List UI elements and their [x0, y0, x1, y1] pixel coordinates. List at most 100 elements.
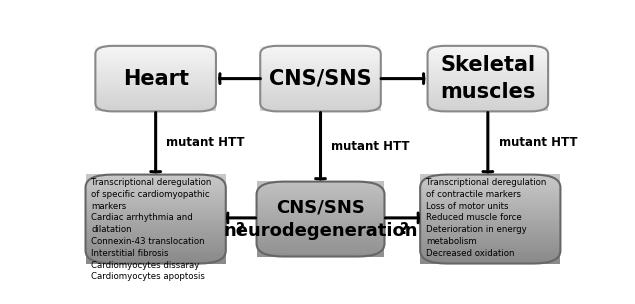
Bar	[427, 68, 548, 71]
Bar	[95, 52, 216, 54]
Bar	[257, 254, 384, 257]
Bar	[95, 50, 216, 52]
Bar	[257, 198, 384, 200]
Bar	[257, 221, 384, 223]
Bar	[86, 234, 226, 237]
Bar	[95, 77, 216, 79]
Bar	[260, 101, 381, 103]
Bar	[427, 87, 548, 88]
Bar	[86, 246, 226, 248]
Bar	[420, 241, 561, 244]
Bar	[260, 68, 381, 71]
Bar	[257, 217, 384, 219]
Bar	[420, 237, 561, 239]
Bar	[427, 52, 548, 54]
Bar	[420, 188, 561, 190]
Text: ?: ?	[236, 222, 245, 237]
Bar	[260, 95, 381, 97]
Bar	[257, 224, 384, 226]
Bar	[260, 98, 381, 100]
Bar	[260, 78, 381, 80]
Bar	[420, 190, 561, 192]
Text: mutant HTT: mutant HTT	[498, 136, 577, 150]
Bar	[86, 179, 226, 181]
Bar	[427, 75, 548, 77]
Bar	[86, 219, 226, 221]
Text: ?: ?	[400, 222, 408, 237]
Bar	[427, 108, 548, 110]
Bar	[86, 243, 226, 246]
Bar	[95, 96, 216, 98]
Bar	[257, 200, 384, 202]
Bar	[95, 88, 216, 90]
Bar	[86, 203, 226, 206]
Bar	[86, 188, 226, 190]
Bar	[257, 185, 384, 187]
Bar	[257, 206, 384, 208]
Bar	[420, 179, 561, 181]
Bar	[420, 230, 561, 232]
Bar	[257, 195, 384, 197]
Bar	[86, 192, 226, 195]
Bar	[420, 232, 561, 235]
Bar	[420, 210, 561, 212]
Bar	[420, 239, 561, 241]
Bar	[260, 109, 381, 111]
Bar	[257, 193, 384, 195]
Bar	[420, 226, 561, 228]
Bar	[260, 54, 381, 56]
Bar	[420, 174, 561, 177]
Bar	[86, 261, 226, 264]
Bar	[260, 72, 381, 74]
Bar	[420, 250, 561, 252]
Bar	[95, 92, 216, 93]
Bar	[260, 67, 381, 69]
Bar	[427, 98, 548, 100]
Bar	[420, 234, 561, 237]
Bar	[95, 85, 216, 87]
Bar	[95, 68, 216, 71]
Bar	[420, 257, 561, 259]
Bar	[95, 98, 216, 100]
Bar	[257, 183, 384, 185]
Bar	[260, 52, 381, 54]
Bar	[260, 108, 381, 110]
Bar	[427, 67, 548, 69]
Bar	[257, 215, 384, 217]
Bar	[420, 194, 561, 197]
Bar	[257, 228, 384, 230]
Bar	[427, 60, 548, 62]
Bar	[420, 248, 561, 250]
Bar	[427, 93, 548, 95]
Bar	[427, 62, 548, 64]
Bar	[420, 206, 561, 208]
Bar	[95, 101, 216, 103]
Bar	[427, 47, 548, 49]
Bar	[86, 237, 226, 239]
Bar	[427, 80, 548, 82]
Bar	[86, 201, 226, 203]
Bar	[420, 192, 561, 195]
Bar	[257, 202, 384, 204]
Bar	[86, 248, 226, 250]
Bar	[86, 181, 226, 184]
Bar	[95, 103, 216, 105]
Bar	[86, 257, 226, 259]
Bar	[86, 199, 226, 201]
Bar	[260, 93, 381, 95]
Bar	[427, 59, 548, 60]
Bar	[86, 230, 226, 232]
Bar	[257, 234, 384, 236]
Text: mutant HTT: mutant HTT	[166, 136, 245, 150]
Bar	[260, 85, 381, 87]
Bar	[95, 82, 216, 84]
Bar	[257, 247, 384, 249]
Bar	[86, 190, 226, 192]
Bar	[95, 47, 216, 49]
Text: Transcriptional deregulation
of specific cardiomyopathic
markers
Cardiac arrhyth: Transcriptional deregulation of specific…	[91, 178, 212, 282]
Bar	[86, 194, 226, 197]
Bar	[257, 249, 384, 251]
Bar	[86, 223, 226, 226]
Bar	[427, 50, 548, 52]
Bar	[260, 55, 381, 57]
